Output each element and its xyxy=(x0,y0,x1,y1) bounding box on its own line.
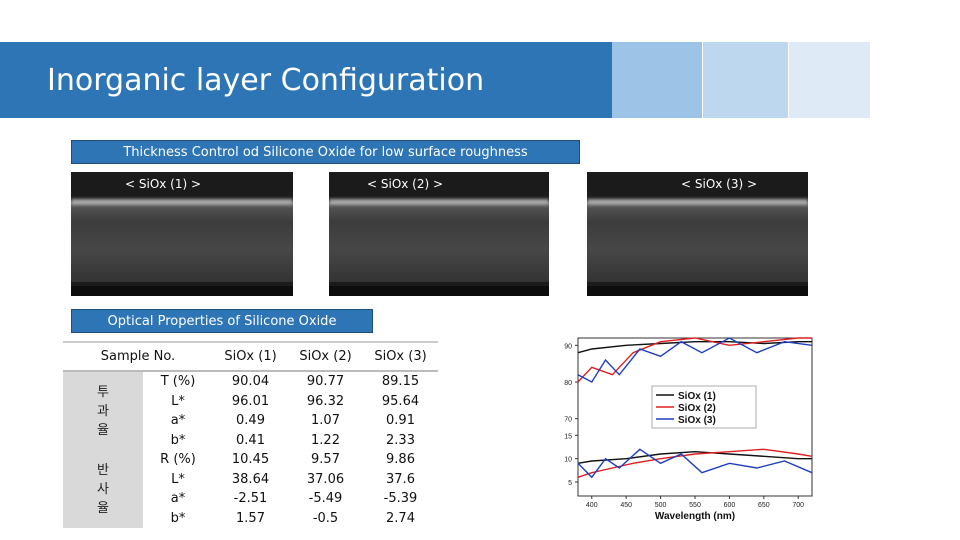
legend-label: SiOx (3) xyxy=(678,415,716,426)
cell-siox-3: 95.64 xyxy=(381,393,420,409)
series-line-reflectance-3 xyxy=(577,448,813,479)
y-tick-label: 80 xyxy=(564,380,572,387)
sem-image-3: < SiOx (3) > xyxy=(587,172,808,296)
cell-siox-3: 9.86 xyxy=(386,452,415,468)
cell-siox-2: 9.57 xyxy=(311,452,340,468)
y-tick-label: 70 xyxy=(564,417,572,424)
legend-label: SiOx (1) xyxy=(678,391,716,402)
optical-spectrum-chart: 5 10 15 70 80 90 400 450 500 550 600 650 700 Waveleng… xyxy=(564,337,813,522)
cell-siox-2: 37.06 xyxy=(306,471,345,487)
cell-siox-1: 0.49 xyxy=(236,413,265,429)
cell-siox-1: 1.57 xyxy=(236,510,265,526)
cell-siox-1: 90.04 xyxy=(231,374,270,390)
cell-siox-3: 2.74 xyxy=(386,510,415,526)
row-property: a* xyxy=(170,491,186,507)
x-tick-label: 700 xyxy=(792,502,804,509)
row-property: L* xyxy=(171,393,185,409)
row-property: R (%) xyxy=(160,452,196,468)
cell-siox-1: 96.01 xyxy=(231,393,270,409)
x-tick-label: 450 xyxy=(620,502,632,509)
sem-surface-edge xyxy=(71,199,293,205)
cell-siox-2: 1.22 xyxy=(311,432,340,448)
sem-surface-edge xyxy=(329,199,549,205)
row-property: b* xyxy=(170,510,186,526)
sem-info-bar xyxy=(329,286,549,296)
series-line-transmittance-2 xyxy=(577,337,812,383)
cell-siox-1: 38.64 xyxy=(231,471,270,487)
row-property: b* xyxy=(170,432,186,448)
y-tick-label: 5 xyxy=(568,480,572,487)
cell-siox-3: 2.33 xyxy=(386,432,415,448)
cell-siox-1: 0.41 xyxy=(236,432,265,448)
table-row: L* 96.01 96.32 95.64 xyxy=(63,392,438,412)
sem-caption: < SiOx (2) > xyxy=(367,177,444,191)
cell-siox-1: 10.45 xyxy=(231,452,270,468)
legend-label: SiOx (2) xyxy=(678,403,716,414)
cell-siox-2: 1.07 xyxy=(311,413,340,429)
table-row: L* 38.64 37.06 37.6 xyxy=(63,470,438,490)
series-line-transmittance-3 xyxy=(577,337,813,383)
slide-title: Inorganic layer Configuration xyxy=(47,63,485,98)
row-property: L* xyxy=(171,471,185,487)
x-axis-label: Wavelength (nm) xyxy=(655,511,735,522)
cell-siox-1: -2.51 xyxy=(233,491,268,507)
table-row: b* 1.57 -0.5 2.74 xyxy=(63,509,438,529)
cell-siox-3: -5.39 xyxy=(383,491,418,507)
section-label-thickness: Thickness Control od Silicone Oxide for … xyxy=(71,140,580,164)
sem-film-layer xyxy=(329,202,549,282)
sem-film-layer xyxy=(587,202,808,282)
sem-caption: < SiOx (1) > xyxy=(125,177,202,191)
cell-siox-2: 90.77 xyxy=(306,374,345,390)
row-property: a* xyxy=(170,413,186,429)
cell-siox-2: -5.49 xyxy=(308,491,343,507)
series-line-reflectance-1 xyxy=(577,450,812,464)
x-tick-label: 400 xyxy=(586,502,598,509)
header-siox-1: SiOx (1) xyxy=(213,341,288,372)
cell-siox-2: -0.5 xyxy=(312,510,339,526)
cell-siox-2: 96.32 xyxy=(306,393,345,409)
sem-caption: < SiOx (3) > xyxy=(681,177,758,191)
table-row: a* -2.51 -5.49 -5.39 xyxy=(63,489,438,509)
series-line-reflectance-2 xyxy=(577,448,813,478)
decor-block-3 xyxy=(789,42,870,118)
header-siox-2: SiOx (2) xyxy=(288,341,363,372)
sem-info-bar xyxy=(587,286,808,296)
y-tick-label: 90 xyxy=(564,343,572,350)
cell-siox-3: 37.6 xyxy=(386,471,415,487)
row-property: T (%) xyxy=(160,374,196,390)
cell-siox-3: 89.15 xyxy=(381,374,420,390)
title-bar xyxy=(0,42,612,118)
y-tick-label: 10 xyxy=(564,457,572,464)
section-label-optical: Optical Properties of Silicone Oxide xyxy=(71,309,373,333)
sem-film-layer xyxy=(71,202,293,282)
x-tick-label: 500 xyxy=(655,502,667,509)
x-tick-label: 650 xyxy=(758,502,770,509)
table-row: a* 0.49 1.07 0.91 xyxy=(63,411,438,431)
table-header-row: Sample No. SiOx (1) SiOx (2) SiOx (3) xyxy=(63,341,438,372)
sem-info-bar xyxy=(71,286,293,296)
table-row: b* 0.41 1.22 2.33 xyxy=(63,431,438,451)
sem-image-1: < SiOx (1) > xyxy=(71,172,293,296)
sem-image-2: < SiOx (2) > xyxy=(329,172,549,296)
sem-surface-edge xyxy=(587,199,808,205)
cell-siox-3: 0.91 xyxy=(386,413,415,429)
x-tick-label: 550 xyxy=(689,502,701,509)
decor-block-2 xyxy=(703,42,788,118)
header-sample-no: Sample No. xyxy=(63,341,213,372)
decor-block-1 xyxy=(612,42,702,118)
header-siox-3: SiOx (3) xyxy=(363,341,438,372)
y-tick-label: 15 xyxy=(564,433,572,440)
x-tick-label: 600 xyxy=(724,502,736,509)
